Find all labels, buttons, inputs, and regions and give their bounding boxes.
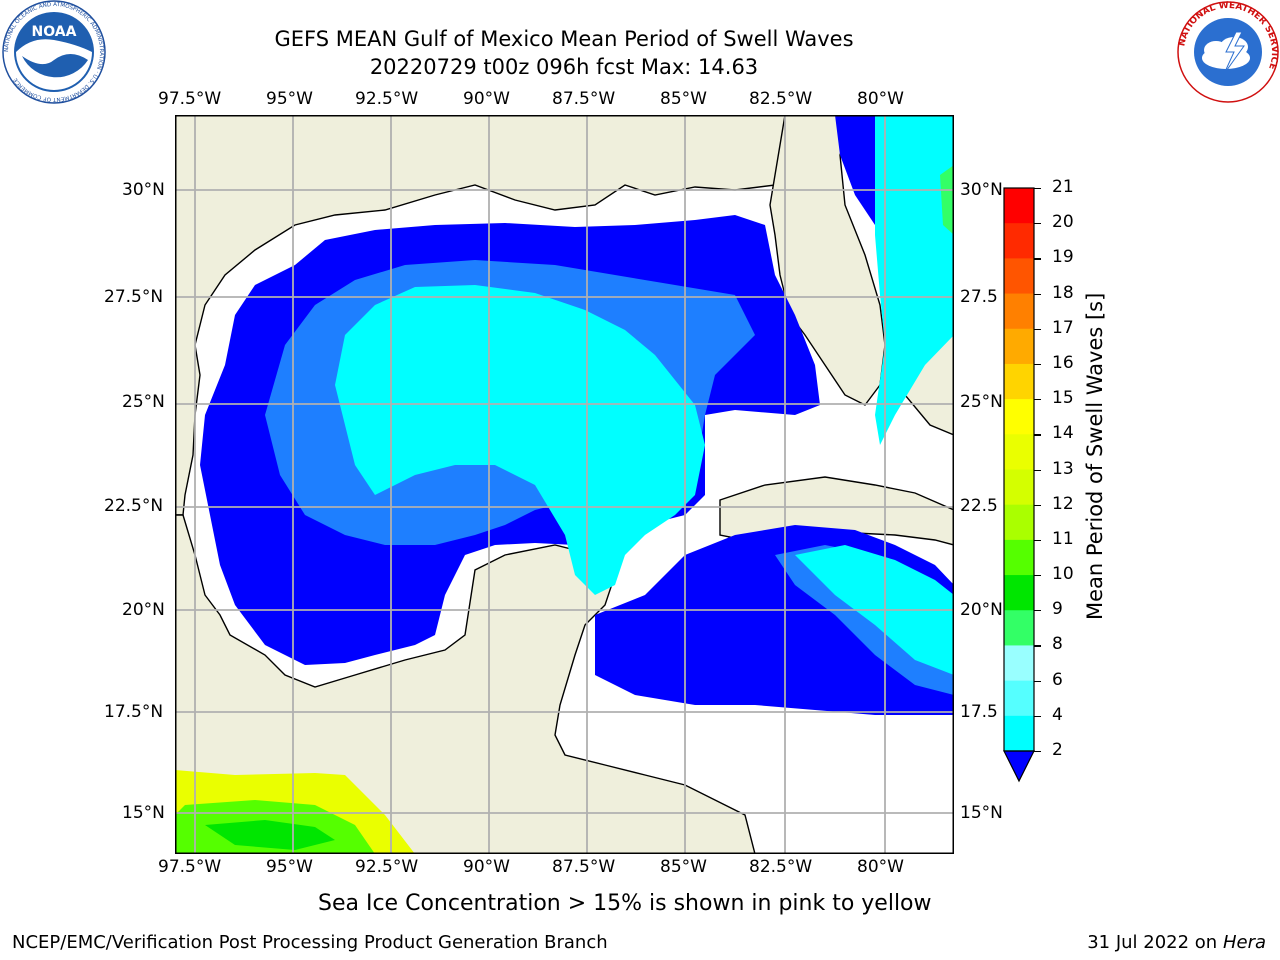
lat-label-left: 15°N xyxy=(122,803,165,823)
colorbar-tick-mark xyxy=(1034,539,1041,542)
colorbar-tick-label: 18 xyxy=(1052,282,1074,303)
lon-label-bottom: 92.5°W xyxy=(355,857,419,877)
colorbar-tick-mark xyxy=(1034,575,1041,577)
lat-label-left: 20°N xyxy=(122,600,165,620)
colorbar-segment xyxy=(1004,223,1034,259)
swell-atlantic-green xyxy=(940,165,954,235)
colorbar-tick-label: 11 xyxy=(1052,528,1074,549)
lon-label-top: 80°W xyxy=(857,89,904,109)
lon-label-top: 90°W xyxy=(463,89,510,109)
lon-label-bottom: 90°W xyxy=(463,857,510,877)
colorbar xyxy=(1003,187,1035,783)
colorbar-tick-mark xyxy=(1034,751,1041,753)
colorbar-tick-mark xyxy=(1034,610,1041,612)
colorbar-tick-mark xyxy=(1034,363,1041,366)
colorbar-tick-mark xyxy=(1034,328,1041,330)
lat-label-left: 27.5°N xyxy=(104,287,164,307)
colorbar-extend-arrow xyxy=(1003,750,1035,783)
map-frame xyxy=(175,115,954,854)
colorbar-tick-mark xyxy=(1034,399,1041,401)
colorbar-segment xyxy=(1004,645,1034,682)
lat-label-right: 25°N xyxy=(960,392,1003,412)
colorbar-tick-mark xyxy=(1034,258,1041,260)
lon-label-top: 85°W xyxy=(660,89,707,109)
gridlines xyxy=(175,115,954,854)
swell-gulf-high xyxy=(335,285,705,595)
colorbar-tick-label: 12 xyxy=(1052,493,1074,514)
colorbar-tick-label: 10 xyxy=(1052,564,1074,585)
colorbar-tick-label: 15 xyxy=(1052,388,1074,409)
land-florida xyxy=(769,115,886,406)
colorbar-tick-mark xyxy=(1034,188,1041,190)
colorbar-segment xyxy=(1004,293,1034,330)
colorbar-tick-label: 17 xyxy=(1052,317,1074,338)
chart-title: GEFS MEAN Gulf of Mexico Mean Period of … xyxy=(274,27,854,51)
colorbar-tick-label: 20 xyxy=(1052,212,1074,233)
swell-pacific-dkgreen xyxy=(205,820,335,850)
lon-label-bottom: 95°W xyxy=(266,857,313,877)
lat-label-left: 30°N xyxy=(122,180,165,200)
colorbar-segment xyxy=(1004,363,1034,400)
lon-label-bottom: 82.5°W xyxy=(749,857,813,877)
noaa-logo: NATIONAL OCEANIC AND ATMOSPHERIC ADMINIS… xyxy=(2,0,106,104)
colorbar-tick-mark xyxy=(1034,680,1041,682)
colorbar-tick-label: 9 xyxy=(1052,599,1063,620)
colorbar-tick-mark xyxy=(1034,293,1041,295)
colorbar-tick-label: 2 xyxy=(1052,740,1063,760)
lon-label-top: 87.5°W xyxy=(552,89,616,109)
colorbar-tick-label: 14 xyxy=(1052,423,1074,444)
lat-label-left: 25°N xyxy=(122,392,165,412)
footer-org: NCEP/EMC/Verification Post Processing Pr… xyxy=(12,932,608,953)
colorbar-tick-label: 19 xyxy=(1052,247,1074,268)
colorbar-tick-label: 13 xyxy=(1052,458,1074,479)
lat-label-right: 17.5 xyxy=(960,702,998,722)
colorbar-tick-mark xyxy=(1034,715,1041,717)
footer-date: 31 Jul 2022 on Hera xyxy=(1087,932,1266,953)
lat-label-left: 17.5°N xyxy=(104,702,164,722)
lon-label-bottom: 85°W xyxy=(660,857,707,877)
colorbar-tick-label: 8 xyxy=(1052,634,1063,655)
svg-text:NOAA: NOAA xyxy=(32,24,77,40)
colorbar-segment xyxy=(1004,258,1034,295)
colorbar-segment xyxy=(1004,715,1034,752)
map-area xyxy=(175,115,954,854)
colorbar-segment xyxy=(1004,399,1034,435)
lon-label-bottom: 80°W xyxy=(857,857,904,877)
colorbar-segment xyxy=(1004,680,1034,717)
colorbar-segment xyxy=(1004,575,1034,611)
lon-label-top: 97.5°W xyxy=(158,89,222,109)
colorbar-tick-label: 16 xyxy=(1052,352,1074,373)
colorbar-segment xyxy=(1004,539,1034,576)
colorbar-segment xyxy=(1004,610,1034,646)
swell-atlantic-high xyxy=(875,115,954,445)
lon-label-top: 92.5°W xyxy=(355,89,419,109)
colorbar-tick-label: 21 xyxy=(1052,177,1074,197)
colorbar-segment xyxy=(1004,434,1034,470)
lat-label-left: 22.5°N xyxy=(104,496,164,516)
colorbar-segment xyxy=(1004,328,1034,365)
lon-label-top: 82.5°W xyxy=(749,89,813,109)
lat-label-right: 27.5 xyxy=(960,287,998,307)
colorbar-tick-label: 6 xyxy=(1052,669,1063,690)
colorbar-segment xyxy=(1004,188,1034,224)
lon-label-bottom: 97.5°W xyxy=(158,857,222,877)
lat-label-right: 20°N xyxy=(960,600,1003,620)
colorbar-segment xyxy=(1004,469,1034,506)
colorbar-tick-mark xyxy=(1034,469,1041,471)
lat-label-right: 15°N xyxy=(960,803,1003,823)
lon-label-bottom: 87.5°W xyxy=(552,857,616,877)
colorbar-label: Mean Period of Swell Waves [s] xyxy=(1083,292,1107,620)
lat-label-right: 30°N xyxy=(960,180,1003,200)
lon-label-top: 95°W xyxy=(266,89,313,109)
colorbar-segment xyxy=(1004,504,1034,541)
colorbar-tick-mark xyxy=(1034,645,1041,647)
lat-label-right: 22.5 xyxy=(960,496,998,516)
colorbar-tick-label: 4 xyxy=(1052,704,1063,725)
colorbar-tick-mark xyxy=(1034,434,1041,436)
colorbar-tick-mark xyxy=(1034,223,1041,225)
chart-subtitle: 20220729 t00z 096h fcst Max: 14.63 xyxy=(369,55,759,79)
nws-logo: NATIONAL WEATHER SERVICE xyxy=(1177,1,1279,103)
colorbar-tick-mark xyxy=(1034,504,1041,506)
